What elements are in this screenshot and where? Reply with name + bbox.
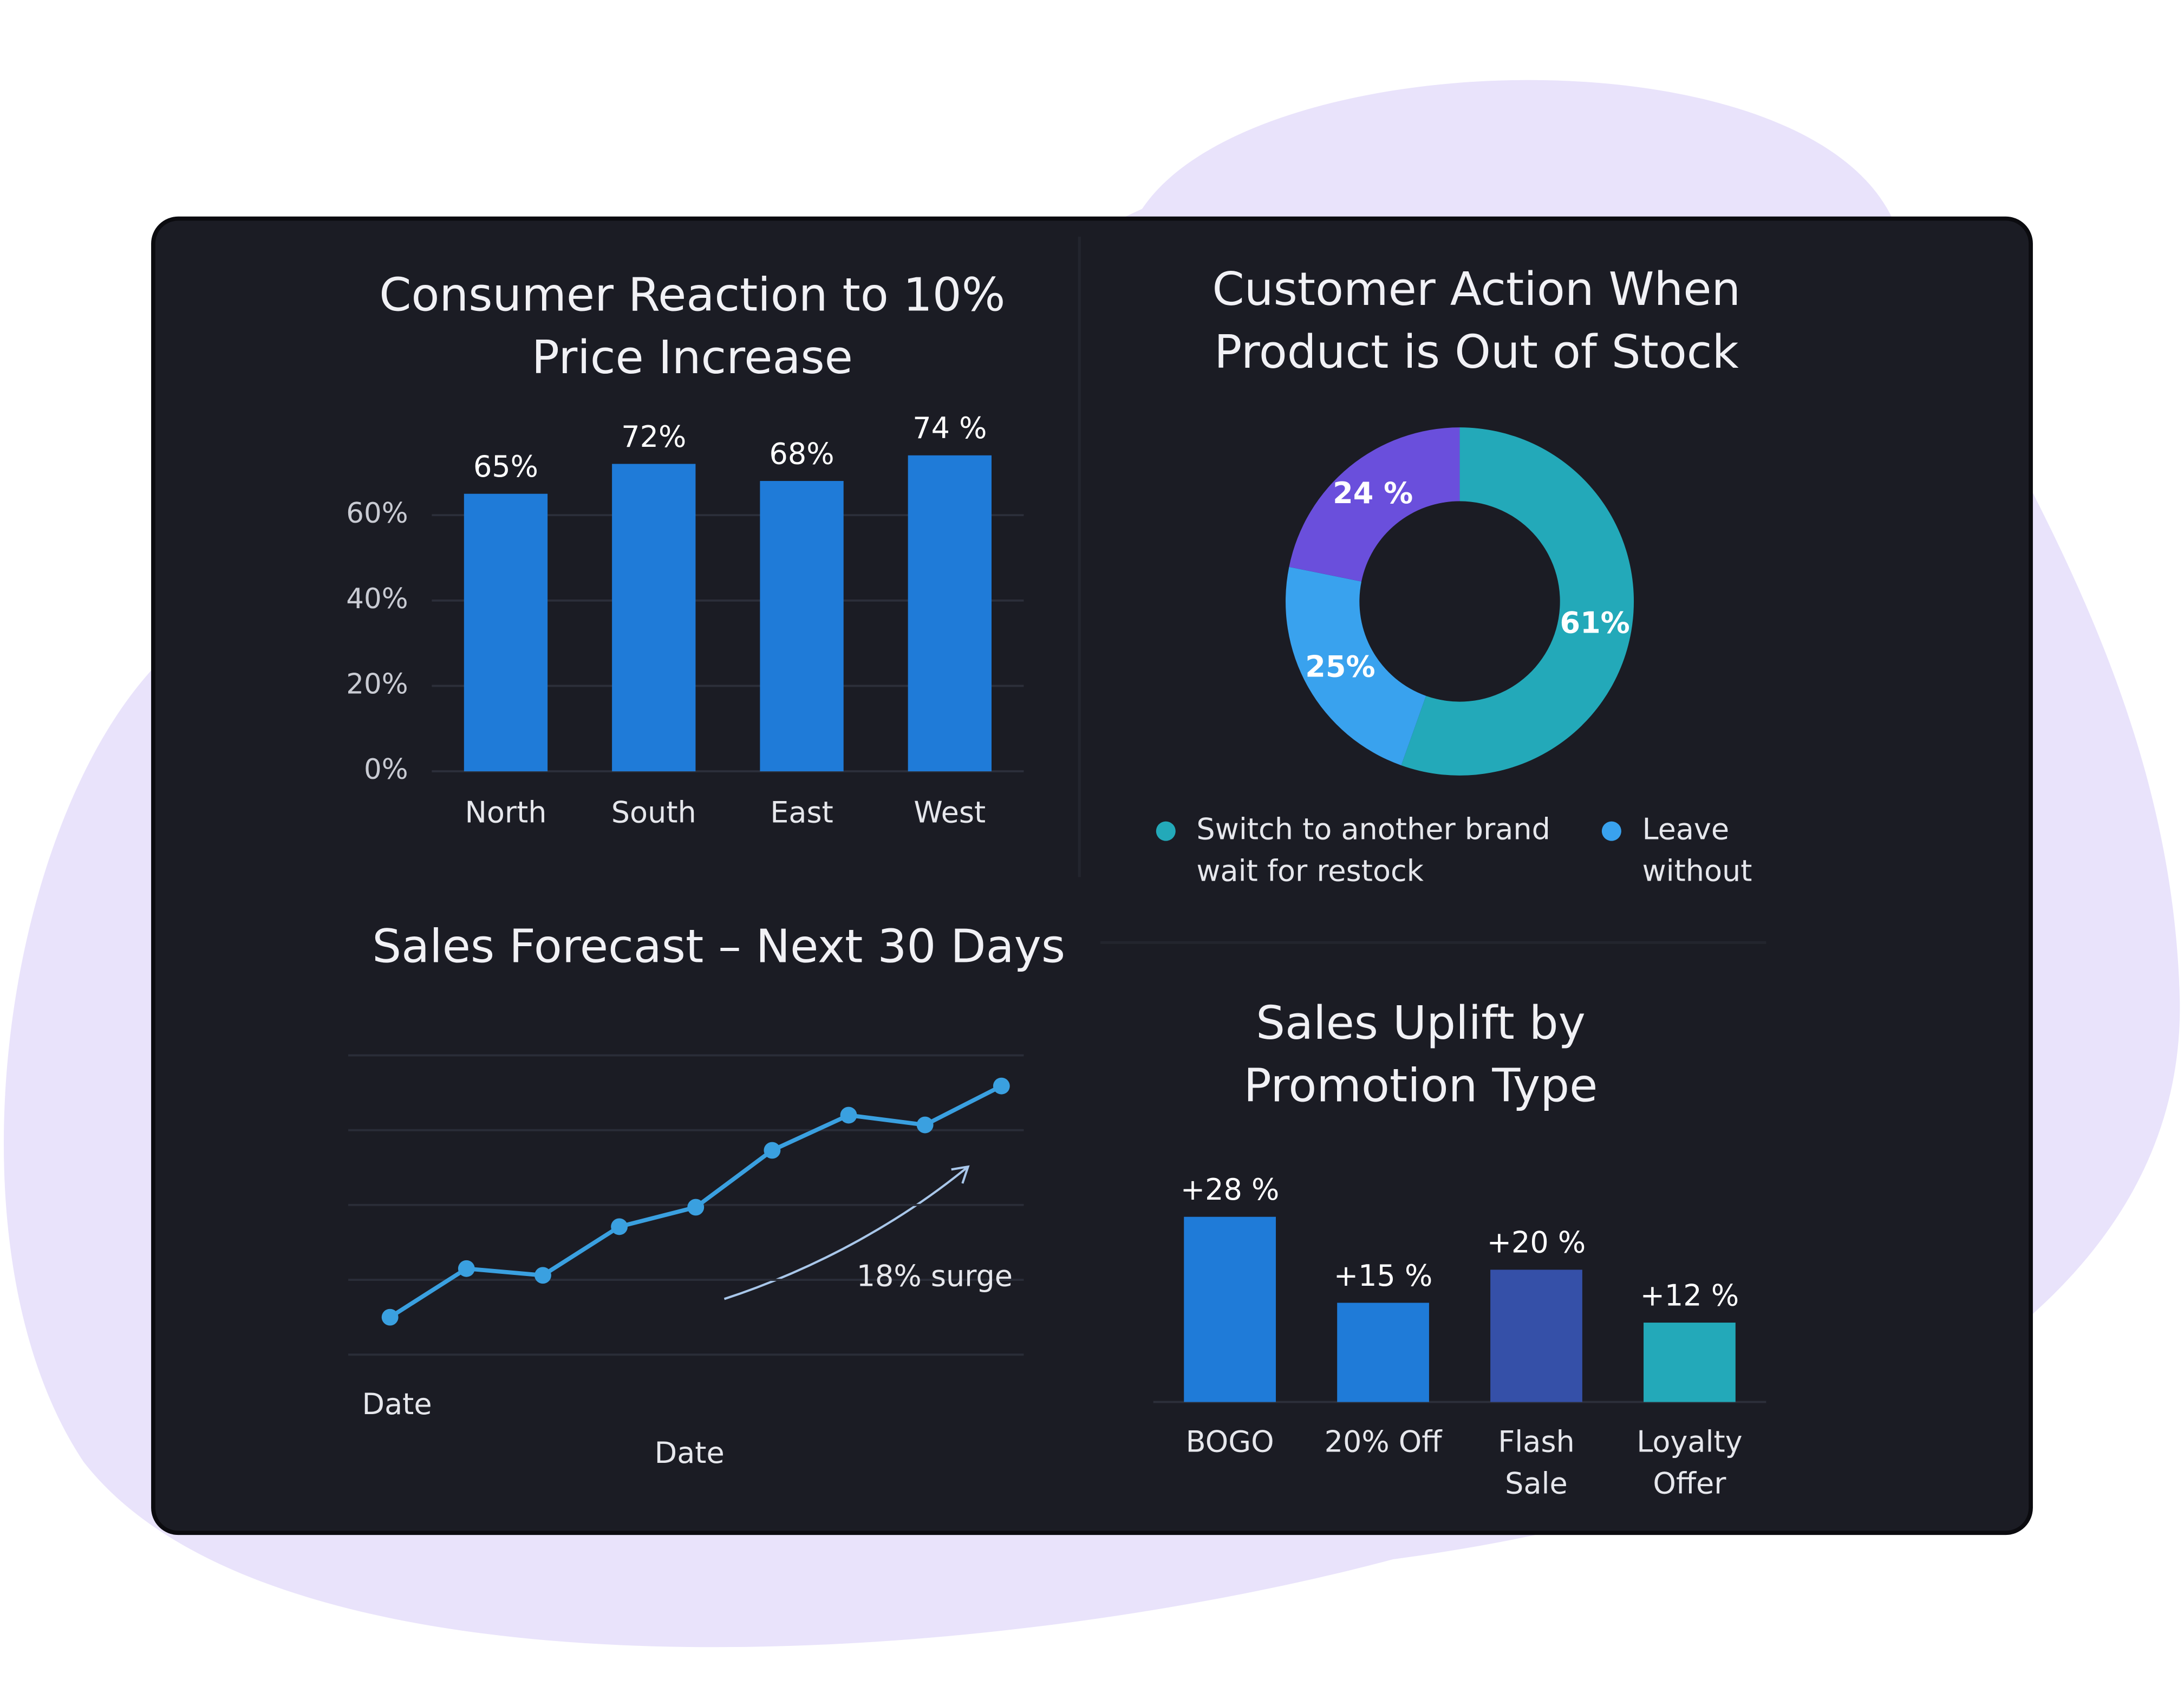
legend-marker	[1601, 821, 1621, 841]
chart-title: Consumer Reaction to 10%	[379, 269, 1005, 322]
x-tick-label: Loyalty	[1637, 1424, 1742, 1459]
bar	[1184, 1216, 1276, 1402]
point	[687, 1199, 705, 1216]
annotation: 18% surge	[857, 1259, 1013, 1293]
trend-arrow-head	[951, 1165, 970, 1184]
bar	[1490, 1270, 1582, 1402]
bar	[908, 455, 992, 772]
legend-label: wait for restock	[1196, 854, 1424, 888]
point	[458, 1260, 475, 1277]
point	[916, 1116, 934, 1134]
x-tick-label: 20% Off	[1325, 1424, 1443, 1459]
value-label: 72%	[621, 420, 686, 454]
value-label: +20 %	[1487, 1226, 1586, 1260]
point	[764, 1142, 781, 1159]
point	[993, 1077, 1010, 1095]
value-label: 25%	[1305, 650, 1375, 684]
point	[381, 1309, 399, 1326]
chart-title: Sales Forecast – Next 30 Days	[372, 920, 1065, 974]
value-label: 24 %	[1333, 476, 1413, 510]
bar	[1337, 1303, 1429, 1402]
legend-label: Leave	[1642, 812, 1729, 846]
x-tick-label: North	[465, 795, 546, 829]
donut-slice	[1286, 567, 1426, 766]
donut-slice	[1401, 427, 1634, 776]
bar	[1644, 1323, 1736, 1402]
x-tick-label: West	[914, 795, 986, 829]
value-label: 65%	[473, 450, 538, 484]
value-label: +12 %	[1640, 1278, 1739, 1312]
x-tick-label: Date	[362, 1387, 432, 1421]
chart-title: Promotion Type	[1244, 1059, 1598, 1113]
legend-label: without	[1642, 854, 1752, 888]
chart-title: Price Increase	[532, 331, 853, 385]
x-tick-label: East	[770, 795, 833, 829]
bar	[612, 464, 696, 772]
x-tick-label: Offer	[1653, 1466, 1726, 1500]
chart-title: Sales Uplift by	[1256, 997, 1586, 1050]
point	[534, 1267, 551, 1284]
x-tick-label: Sale	[1505, 1466, 1568, 1500]
x-tick-label: Flash	[1498, 1424, 1575, 1459]
x-tick-label: South	[611, 795, 696, 829]
y-tick-label: 40%	[346, 583, 408, 615]
value-label: 61%	[1560, 606, 1630, 640]
bar	[760, 481, 844, 772]
y-tick-label: 20%	[346, 668, 408, 700]
value-label: 74 %	[912, 411, 987, 445]
chart-title: Customer Action When	[1212, 263, 1741, 316]
y-tick-label: 60%	[346, 497, 408, 530]
point	[840, 1106, 857, 1124]
point	[611, 1218, 628, 1235]
donut-slice	[1289, 427, 1460, 582]
x-axis-label: Date	[655, 1436, 725, 1470]
value-label: +15 %	[1334, 1259, 1432, 1293]
value-label: 68%	[770, 437, 835, 471]
x-tick-label: BOGO	[1186, 1424, 1274, 1459]
legend-label: Switch to another brand	[1196, 812, 1550, 846]
y-tick-label: 0%	[364, 753, 408, 786]
legend-marker	[1156, 821, 1176, 841]
trend-arrow	[723, 1166, 969, 1300]
bar	[464, 493, 548, 772]
chart-title: Product is Out of Stock	[1214, 326, 1738, 379]
value-label: +28 %	[1181, 1173, 1279, 1207]
